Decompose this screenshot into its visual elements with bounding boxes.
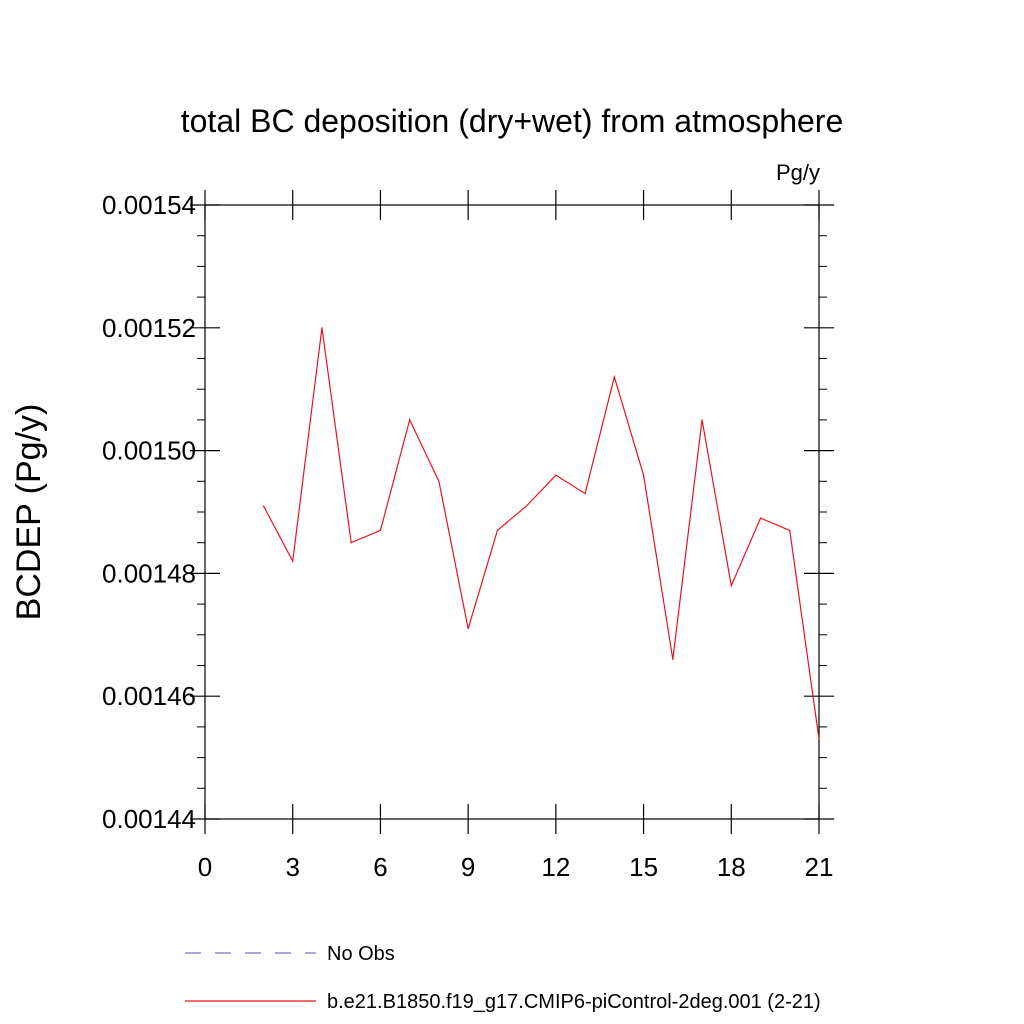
data-point [526, 505, 528, 507]
y-tick-label: 0.00144 [102, 804, 196, 834]
x-tick-label: 6 [373, 852, 387, 882]
y-tick-label: 0.00148 [102, 558, 196, 588]
x-tick-label: 12 [541, 852, 570, 882]
series-line-0 [262, 327, 820, 740]
legend-label-1: b.e21.B1850.f19_g17.CMIP6-piControl-2deg… [327, 991, 821, 1013]
data-point [730, 585, 732, 587]
data-point [438, 480, 440, 482]
y-axis-label: BCDEP (Pg/y) [10, 404, 48, 621]
data-point [818, 738, 820, 740]
units-label: Pg/y [776, 160, 820, 185]
data-point [350, 542, 352, 544]
data-point [759, 517, 762, 519]
x-tick-label: 15 [629, 852, 658, 882]
legend: No Obs b.e21.B1850.f19_g17.CMIP6-piContro… [185, 943, 821, 1013]
data-point [584, 492, 586, 495]
axis-ticks [190, 190, 834, 834]
data-point [379, 529, 382, 532]
y-tick-label: 0.00154 [102, 190, 196, 220]
plot-frame [204, 204, 820, 820]
y-tick-label: 0.00150 [102, 436, 196, 466]
x-tick-label: 0 [198, 852, 212, 882]
data-point [672, 658, 674, 660]
data-point [496, 529, 498, 532]
x-tick-label: 3 [285, 852, 299, 882]
legend-label-0: No Obs [327, 943, 395, 965]
data-point [409, 419, 411, 421]
x-tick-label: 9 [461, 852, 475, 882]
data-point [701, 419, 703, 421]
series-layer [262, 327, 820, 740]
x-tick-label: 21 [805, 852, 834, 882]
data-point [789, 529, 791, 532]
data-point [555, 474, 557, 476]
data-point [262, 505, 265, 507]
tick-labels: 0 3 6 9 12 15 18 21 0.00144 0.00146 0.00148 0.00150… [102, 190, 833, 882]
x-tick-label: 18 [717, 852, 746, 882]
data-point [642, 474, 645, 476]
data-point [292, 560, 294, 562]
data-point [613, 376, 615, 378]
y-tick-label: 0.00152 [102, 313, 196, 343]
data-point [467, 628, 469, 630]
data-point [321, 327, 323, 329]
chart-title: total BC deposition (dry+wet) from atmos… [181, 103, 844, 139]
y-tick-label: 0.00146 [102, 681, 196, 711]
